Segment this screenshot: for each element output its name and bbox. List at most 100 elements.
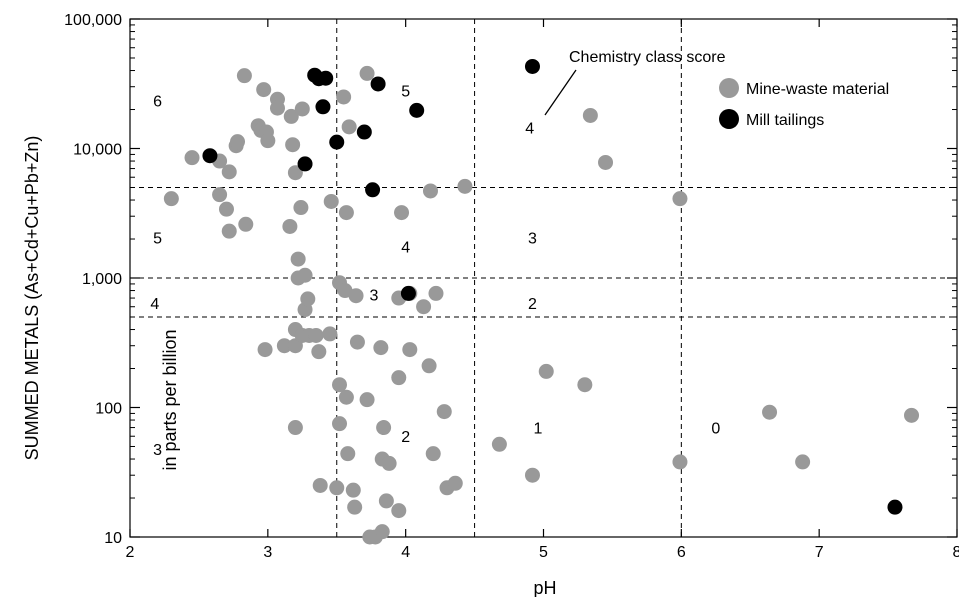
mine-waste-point [221,223,237,239]
mine-waste-point [300,291,316,307]
y-tick-label: 100 [95,401,122,418]
mine-waste-point [672,191,688,207]
mine-waste-point [347,499,363,515]
mine-waste-point [378,493,394,509]
mine-waste-point [236,68,252,84]
mine-waste-point [276,338,292,354]
mine-waste-point [283,108,299,124]
mine-waste-point [184,150,200,166]
mine-waste-point [391,370,407,386]
zone-score-label: 4 [150,296,159,313]
mine-waste-point [538,363,554,379]
mine-waste-point [376,420,392,436]
mine-waste-point [329,480,345,496]
mine-waste-point [312,477,328,493]
mine-waste-point [345,482,361,498]
mine-waste-point [221,164,237,180]
mine-waste-point [322,326,338,342]
mine-waste-point [421,358,437,374]
legend-label-mill-tailings: Mill tailings [746,112,824,129]
zone-score-labels: 6 5 4 5 4 3 4 3 2 2 1 0 3 [150,84,720,459]
mine-waste-point [391,503,407,519]
x-tick-label: 3 [263,544,272,561]
mine-waste-point [394,205,410,221]
mine-waste-point [238,216,254,232]
mine-waste-point [416,299,432,315]
y-tick-label: 10,000 [73,142,122,159]
zone-score-label: 6 [153,93,162,110]
zone-score-label: 3 [528,231,537,248]
zone-score-label: 0 [711,421,720,438]
x-tick-label: 6 [677,544,686,561]
mine-waste-point [294,101,310,117]
mine-waste-point [359,65,375,81]
mine-waste-point [598,154,614,170]
y-tick-label: 100,000 [64,12,122,29]
mine-waste-point [338,205,354,221]
mine-waste-point [402,342,418,358]
mine-waste-point [287,165,303,181]
mine-waste-point [260,133,276,149]
mill-tailings-point [400,285,416,301]
chemistry-class-annotation: Chemistry class score [569,49,726,66]
mine-waste-point [293,200,309,216]
mine-waste-point [582,107,598,123]
mine-waste-point [425,446,441,462]
mill-tailings-point [887,499,903,515]
mill-tailings-point [524,58,540,74]
zone-score-label: 2 [401,429,410,446]
legend-marker-mill-tailings [719,109,739,129]
zone-score-label: 4 [401,240,410,257]
mine-waste-point [447,475,463,491]
zone-score-label: 2 [528,296,537,313]
mine-waste-point [332,377,348,393]
mine-waste-point [577,377,593,393]
mill-tailings-point [409,102,425,118]
mill-tailings-point [297,156,313,172]
mine-waste-point [218,201,234,217]
mine-waste-point [904,407,920,423]
mine-waste-point [332,416,348,432]
mine-waste-point [297,267,313,283]
x-axis-title: pH [533,578,556,597]
zone-score-label: 3 [153,442,162,459]
mine-waste-point [256,82,272,98]
mine-waste-point [341,119,357,135]
x-tick-label: 2 [126,544,135,561]
y-tick-label: 1,000 [82,271,122,288]
mine-waste-point [436,404,452,420]
mine-waste-point [349,334,365,350]
zone-score-label: 5 [153,231,162,248]
mine-waste-point [269,100,285,116]
mine-waste-point [672,454,688,470]
annotation-leader-line [544,69,577,116]
mine-waste-point [348,288,364,304]
y-tick-label: 10 [104,530,122,547]
mine-waste-point [338,389,354,405]
y-axis-title: SUMMED METALS (As+Cd+Cu+Pb+Zn) [22,136,42,461]
mine-waste-point [285,137,301,153]
mine-waste-point [308,327,324,343]
mine-waste-point [230,134,246,150]
mine-waste-point [795,454,811,470]
x-tick-label: 5 [539,544,548,561]
mine-waste-point [282,218,298,234]
mine-waste-point [340,446,356,462]
mine-waste-point [311,344,327,360]
zone-score-label: 5 [401,84,410,101]
mine-waste-point [491,436,507,452]
mine-waste-point [381,455,397,471]
x-tick-label: 7 [815,544,824,561]
mine-waste-point [290,251,306,267]
mine-waste-point [457,178,473,194]
mill-tailings-point [329,134,345,150]
mine-waste-point [422,183,438,199]
mine-waste-point [428,285,444,301]
legend-label-mine-waste: Mine-waste material [746,81,889,98]
mine-waste-point [359,392,375,408]
mill-tailings-point [365,182,381,198]
mill-tailings-point [370,76,386,92]
mine-waste-point [336,89,352,105]
